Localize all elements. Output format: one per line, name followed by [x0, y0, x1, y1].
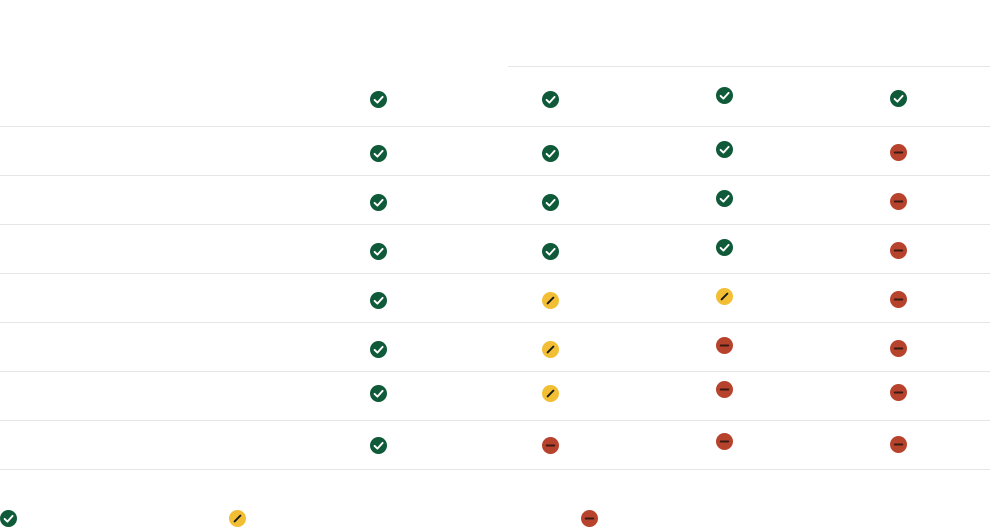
check-circle-icon	[369, 291, 387, 309]
legend-check-circle-icon	[0, 510, 17, 527]
row-divider	[0, 273, 990, 274]
row-divider	[0, 371, 990, 372]
minus-circle-icon	[889, 290, 907, 308]
minus-circle-icon	[715, 380, 733, 398]
check-circle-icon	[369, 384, 387, 402]
check-circle-icon	[369, 242, 387, 260]
minus-circle-icon	[715, 336, 733, 354]
minus-circle-icon	[715, 432, 733, 450]
check-circle-icon	[889, 89, 907, 107]
check-circle-icon	[369, 144, 387, 162]
check-circle-icon	[369, 90, 387, 108]
legend-minus-circle-icon	[580, 510, 598, 527]
minus-circle-icon	[889, 241, 907, 259]
row-divider	[0, 175, 990, 176]
row-divider	[0, 420, 990, 421]
check-circle-icon	[541, 144, 559, 162]
header-divider	[508, 66, 990, 67]
check-circle-icon	[541, 90, 559, 108]
minus-circle-icon	[889, 383, 907, 401]
minus-circle-icon	[889, 435, 907, 453]
check-circle-icon	[369, 436, 387, 454]
partial-slash-icon	[541, 340, 559, 358]
check-circle-icon	[715, 86, 733, 104]
partial-slash-icon	[715, 287, 733, 305]
check-circle-icon	[369, 340, 387, 358]
check-circle-icon	[369, 193, 387, 211]
legend-partial-slash-icon	[228, 510, 246, 527]
partial-slash-icon	[541, 384, 559, 402]
row-divider	[0, 224, 990, 225]
partial-slash-icon	[541, 291, 559, 309]
minus-circle-icon	[889, 143, 907, 161]
row-divider	[0, 126, 990, 127]
check-circle-icon	[715, 238, 733, 256]
row-divider	[0, 322, 990, 323]
check-circle-icon	[715, 189, 733, 207]
row-divider	[0, 469, 990, 470]
minus-circle-icon	[889, 192, 907, 210]
check-circle-icon	[541, 242, 559, 260]
check-circle-icon	[541, 193, 559, 211]
legend	[0, 510, 990, 528]
check-circle-icon	[715, 140, 733, 158]
minus-circle-icon	[541, 436, 559, 454]
minus-circle-icon	[889, 339, 907, 357]
